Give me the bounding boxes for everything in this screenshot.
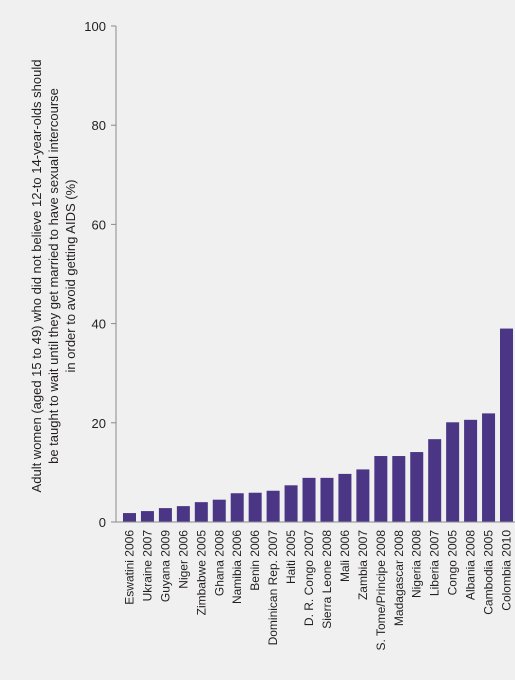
bar [248,492,262,522]
x-category-label: Namibia 2006 [230,530,244,604]
bar [500,328,513,522]
bar [374,456,388,522]
bar [284,485,298,522]
y-axis: 0 20 40 60 80 100 [84,19,117,530]
bar [482,413,496,522]
bar [158,508,172,522]
x-category-label: Guyana 2009 [158,530,172,602]
y-axis-label-line-3: in order to avoid getting AIDS (%) [63,180,78,373]
y-tick-label: 80 [92,118,106,133]
y-tick-label: 40 [92,317,106,332]
bar [176,506,190,522]
x-category-label: Benin 2006 [248,530,262,591]
bar [140,511,154,522]
x-axis: Eswatini 2006 Ukraine 2007 Guyana 2009 Nige… [116,521,515,651]
x-category-label: S. Tome/Principe 2008 [374,530,388,651]
bar [212,499,226,522]
x-category-label: Eswatini 2006 [123,530,137,605]
x-category-label: Colombia 2010 [500,530,514,611]
x-category-label: Liberia 2007 [428,530,442,596]
y-axis-label-line-1: Adult women (aged 15 to 49) who did not … [29,60,44,493]
bar [410,452,424,522]
x-category-label: Niger 2006 [176,530,190,589]
bar [266,490,280,522]
x-category-label: Dominican Rep. 2007 [266,530,280,646]
x-category-label: Cambodia 2005 [482,530,496,615]
x-category-label: Zimbabwe 2005 [194,530,208,616]
bar [302,477,316,522]
y-tick-label: 60 [92,217,106,232]
x-category-label: Nigeria 2008 [410,530,424,598]
bar [428,439,442,522]
y-tick-label: 100 [84,19,106,34]
bar [338,473,352,522]
bar [392,456,406,522]
x-category-label: Zambia 2007 [356,530,370,600]
x-category-label: Ukraine 2007 [140,530,154,602]
bar [446,422,460,522]
x-category-label: Albania 2008 [464,530,478,600]
bar [123,513,136,522]
y-axis-label: Adult women (aged 15 to 49) who did not … [29,60,78,493]
y-tick-label: 20 [92,416,106,431]
bar [194,502,208,522]
x-category-label: Madagascar 2008 [392,530,406,626]
bar [230,493,244,522]
bar [464,419,478,522]
x-category-label: Ghana 2008 [212,530,226,596]
bars [123,328,513,522]
y-tick-label: 0 [99,515,106,530]
x-category-label: D. R. Congo 2007 [302,530,316,626]
x-category-label: Haiti 2005 [284,530,298,584]
x-category-label: Mali 2006 [338,530,352,582]
bar [356,469,370,522]
y-axis-label-line-2: be taught to wait until they get married… [46,88,61,464]
x-category-label: Congo 2005 [446,530,460,596]
bar [320,477,334,522]
x-category-label: Sierra Leone 2008 [320,530,334,629]
